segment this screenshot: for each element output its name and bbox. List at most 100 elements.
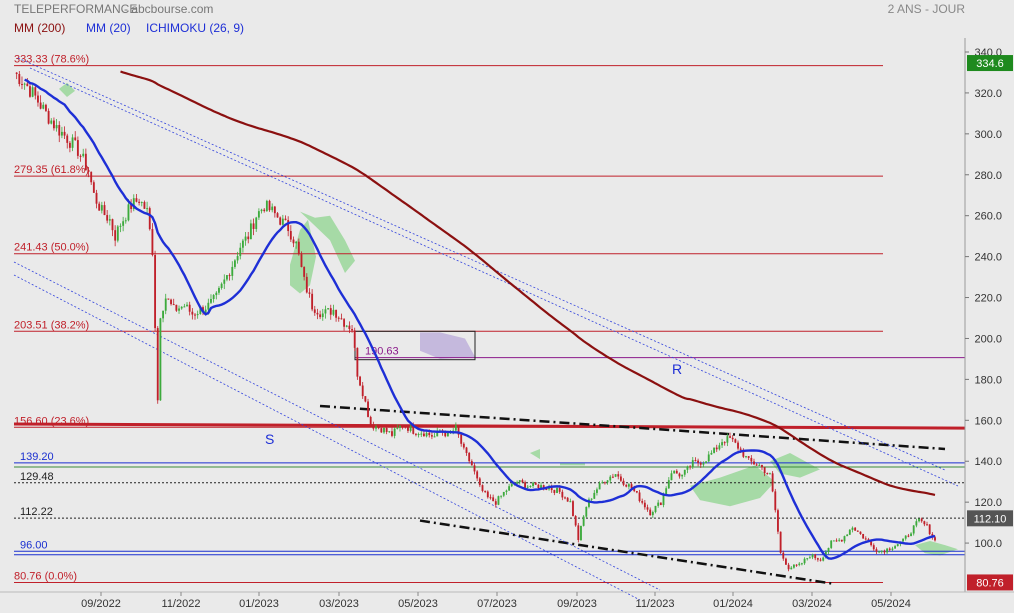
candle-body: [654, 505, 657, 513]
candle-body: [766, 473, 769, 475]
legend-mm20: MM (20): [86, 21, 131, 35]
candle-body: [694, 460, 697, 462]
candle-body: [462, 443, 465, 448]
y-tick-label: 220.0: [974, 293, 1002, 305]
candle-body: [862, 534, 865, 539]
x-tick-label: 03/2023: [319, 598, 359, 610]
candle-body: [556, 487, 558, 493]
horizontal-level-label: 96.00: [20, 539, 48, 551]
candle-body: [385, 427, 388, 432]
candle-body: [111, 219, 114, 231]
y-tick-label: 140.0: [974, 456, 1002, 468]
candle-body: [739, 448, 742, 450]
candle-body: [907, 535, 910, 537]
candle-body: [279, 217, 282, 225]
candle-body: [186, 304, 188, 307]
candle-body: [737, 442, 739, 449]
x-tick-label: 05/2023: [398, 598, 438, 610]
y-tick-label: 200.0: [974, 333, 1002, 345]
candle-body: [811, 554, 814, 558]
candle-body: [460, 434, 463, 444]
candle-body: [428, 432, 431, 436]
candle-body: [178, 308, 180, 311]
candle-body: [662, 494, 665, 506]
candle-body: [52, 120, 55, 129]
candle-body: [140, 202, 143, 204]
candle-body: [641, 501, 644, 503]
candle-body: [721, 442, 723, 446]
candle-body: [926, 524, 928, 526]
candle-body: [327, 308, 330, 310]
candle-body: [454, 425, 457, 431]
candle-body: [683, 469, 686, 475]
candle-body: [673, 470, 676, 474]
candle-body: [670, 473, 673, 481]
candle-body: [191, 311, 194, 315]
candle-body: [66, 135, 69, 143]
candle-body: [92, 182, 95, 193]
candle-body: [577, 525, 580, 540]
candle-body: [50, 120, 53, 124]
candle-body: [239, 247, 242, 257]
candle-body: [904, 535, 907, 539]
candle-body: [388, 431, 391, 433]
candle-body: [124, 220, 127, 222]
candle-body: [508, 486, 511, 491]
candle-body: [854, 527, 857, 531]
candle-body: [380, 428, 383, 433]
candle-body: [297, 241, 300, 255]
candle-body: [303, 266, 306, 277]
candle-body: [878, 551, 881, 553]
low-price-badge: [967, 574, 1013, 591]
ichimoku-cloud-area: [530, 448, 540, 460]
ichimoku-cloud-area: [59, 82, 75, 98]
candle-body: [138, 201, 141, 203]
candle-body: [697, 460, 700, 463]
candle-body: [393, 428, 396, 436]
candle-body: [321, 313, 324, 318]
candle-body: [172, 304, 175, 306]
candle-body: [148, 208, 151, 230]
channel-line: [13, 274, 641, 601]
candle-body: [734, 439, 737, 443]
candle-body: [311, 293, 314, 310]
candle-body: [167, 298, 170, 300]
candle-body: [422, 433, 425, 437]
candle-body: [918, 518, 920, 522]
candle-body: [265, 200, 268, 212]
candle-body: [430, 435, 433, 437]
low-price-badge-text: 80.76: [976, 577, 1004, 589]
candle-body: [260, 209, 263, 212]
candle-body: [582, 516, 585, 526]
last-price-badge: [967, 55, 1013, 72]
candle-body: [95, 192, 98, 204]
candle-body: [234, 260, 236, 267]
current-price-badge: [967, 510, 1013, 527]
horizontal-level-label: 190.63: [365, 346, 399, 358]
y-tick-label: 260.0: [974, 211, 1002, 223]
candle-body: [548, 487, 550, 490]
candle-body: [910, 533, 912, 536]
candle-body: [848, 529, 851, 535]
candle-body: [588, 499, 590, 507]
candle-body: [79, 155, 82, 157]
candle-body: [452, 430, 455, 432]
candle-body: [622, 480, 625, 485]
candle-body: [934, 537, 936, 541]
candle-body: [76, 140, 79, 156]
candle-body: [433, 436, 436, 438]
last-price-badge-text: 334.6: [976, 58, 1004, 70]
candle-body: [420, 433, 423, 435]
ichimoku-cloud-area: [420, 332, 475, 359]
candle-body: [838, 539, 841, 541]
candle-body: [383, 427, 385, 433]
candle-body: [518, 480, 521, 483]
candle-body: [199, 307, 202, 315]
candle-body: [204, 309, 207, 313]
candle-body: [23, 83, 26, 85]
candle-body: [580, 525, 582, 540]
candle-body: [82, 153, 85, 157]
candle-body: [526, 486, 529, 488]
candle-body: [63, 131, 66, 136]
candle-body: [598, 483, 601, 490]
